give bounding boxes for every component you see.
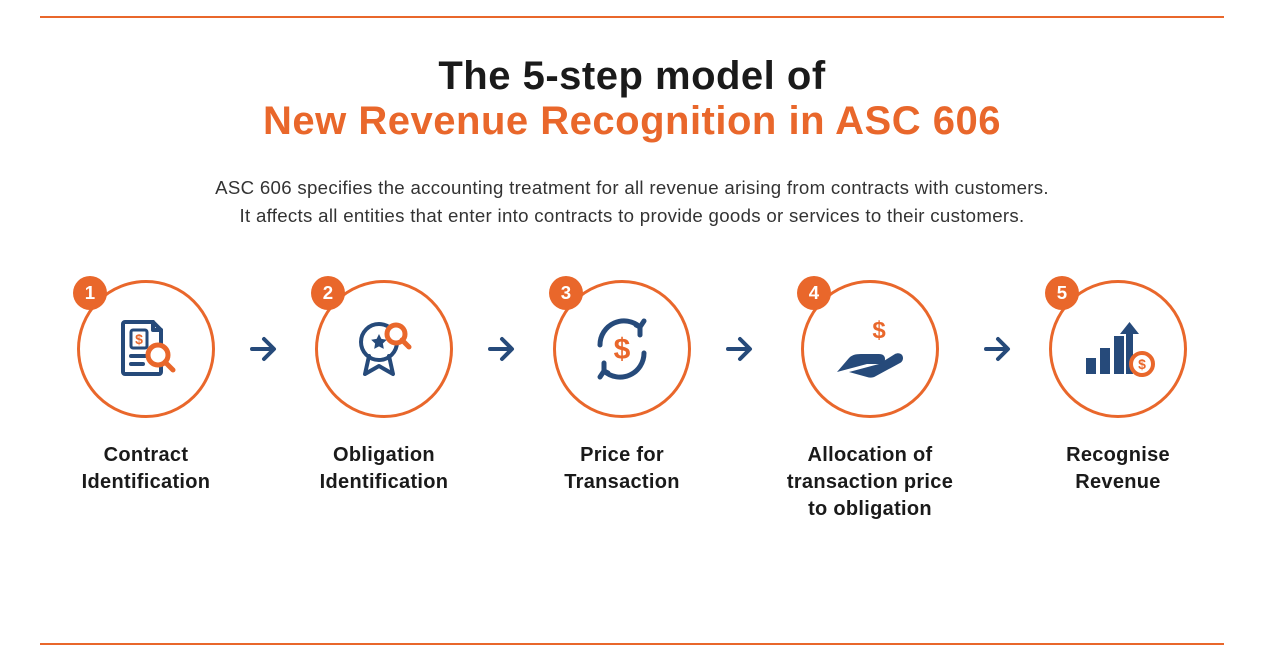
- bottom-rule: [40, 643, 1224, 645]
- step-1-badge: 1: [73, 276, 107, 310]
- svg-text:$: $: [1138, 356, 1146, 372]
- step-3-number: 3: [561, 282, 571, 304]
- arrow-right-icon: [250, 335, 280, 363]
- step-3-circle-wrap: $ 3: [553, 280, 691, 418]
- subtitle-line2: It affects all entities that enter into …: [122, 202, 1142, 230]
- arrow-2: [475, 280, 531, 418]
- svg-text:$: $: [872, 317, 886, 344]
- arrow-3: [713, 280, 769, 418]
- step-1-label: Contract Identification: [61, 442, 231, 496]
- step-2-number: 2: [323, 282, 333, 304]
- document-dollar-magnify-icon: $: [111, 314, 181, 384]
- step-4: $ 4 Allocation of transaction price to o…: [775, 280, 965, 523]
- subtitle-block: ASC 606 specifies the accounting treatme…: [122, 174, 1142, 230]
- step-4-label: Allocation of transaction price to oblig…: [775, 442, 965, 523]
- arrow-right-icon: [726, 335, 756, 363]
- step-3: $ 3 Price for Transaction: [537, 280, 707, 496]
- title-line2: New Revenue Recognition in ASC 606: [40, 99, 1224, 144]
- top-rule: [40, 16, 1224, 18]
- step-5-label: Recognise Revenue: [1033, 442, 1203, 496]
- ribbon-star-magnify-icon: [349, 314, 419, 384]
- infographic-page: The 5-step model of New Revenue Recognit…: [0, 0, 1264, 661]
- arrow-1: [237, 280, 293, 418]
- title-block: The 5-step model of New Revenue Recognit…: [40, 54, 1224, 144]
- arrow-right-icon: [488, 335, 518, 363]
- hand-dollar-icon: $: [831, 314, 909, 384]
- step-4-circle-wrap: $ 4: [801, 280, 939, 418]
- step-5: $ 5 Recognise Revenue: [1033, 280, 1203, 496]
- step-2-badge: 2: [311, 276, 345, 310]
- step-2: 2 Obligation Identification: [299, 280, 469, 496]
- step-1-number: 1: [85, 282, 95, 304]
- step-1: $ 1 Contract Identification: [61, 280, 231, 496]
- steps-row: $ 1 Contract Identification: [40, 280, 1224, 523]
- step-2-label: Obligation Identification: [299, 442, 469, 496]
- step-1-circle-wrap: $ 1: [77, 280, 215, 418]
- step-2-circle-wrap: 2: [315, 280, 453, 418]
- dollar-refresh-icon: $: [586, 313, 658, 385]
- step-5-number: 5: [1057, 282, 1067, 304]
- step-3-badge: 3: [549, 276, 583, 310]
- arrow-right-icon: [984, 335, 1014, 363]
- title-line1: The 5-step model of: [40, 54, 1224, 99]
- step-4-number: 4: [809, 282, 819, 304]
- step-5-badge: 5: [1045, 276, 1079, 310]
- subtitle-line1: ASC 606 specifies the accounting treatme…: [122, 174, 1142, 202]
- bar-arrow-coin-icon: $: [1078, 314, 1158, 384]
- arrow-4: [971, 280, 1027, 418]
- svg-text:$: $: [135, 331, 143, 347]
- step-4-badge: 4: [797, 276, 831, 310]
- svg-text:$: $: [614, 333, 631, 366]
- step-3-label: Price for Transaction: [537, 442, 707, 496]
- step-5-circle-wrap: $ 5: [1049, 280, 1187, 418]
